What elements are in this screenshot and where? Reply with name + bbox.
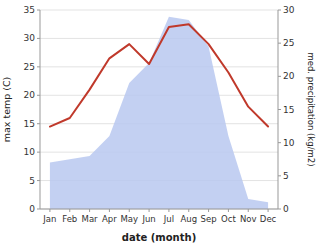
x-tick	[168, 209, 169, 212]
y2-tick	[278, 109, 281, 110]
x-tick-label: Feb	[62, 214, 77, 224]
x-tick	[248, 209, 249, 212]
grid	[40, 10, 278, 209]
y2-tick	[278, 209, 281, 210]
x-tick-label: Apr	[102, 214, 117, 224]
y-axis-line	[40, 10, 41, 209]
y-tick-label: 30	[24, 33, 36, 43]
y2-tick-label: 20	[283, 71, 295, 81]
y-tick	[37, 180, 40, 181]
chart-container: 0 5 10 15 20 25 30 35 0 5 10 15 20 25 30 Jan Feb MarAprMa…	[0, 0, 318, 247]
y-tick	[37, 209, 40, 210]
y-tick	[37, 66, 40, 67]
x-tick	[149, 209, 150, 212]
y2-tick-label: 5	[283, 171, 289, 181]
chart-svg: 0 5 10 15 20 25 30 35 0 5 10 15 20 25 30 Jan Feb MarAprMa…	[0, 0, 318, 247]
x-tick-label: Oct	[221, 214, 236, 224]
x-tick-label: Dec	[260, 214, 277, 224]
marks	[50, 17, 268, 209]
y-tick	[37, 38, 40, 39]
y2-axis-label: med. precipitation (kg/m2)	[306, 52, 316, 166]
x-tick	[208, 209, 209, 212]
y-tick-label: 20	[24, 90, 36, 100]
x-tick-label: May	[120, 214, 138, 224]
y2-tick-label: 10	[283, 138, 295, 148]
y2-tick	[278, 175, 281, 176]
y2-tick-label: 0	[283, 204, 289, 214]
x-tick	[228, 209, 229, 212]
y-tick-label: 25	[24, 62, 35, 72]
y-tick-label: 5	[29, 176, 35, 186]
x-tick-label: Mar	[82, 214, 99, 224]
y-tick	[37, 95, 40, 96]
x-tick-label: Jan	[42, 214, 56, 224]
x-tick-label: Aug	[180, 214, 197, 224]
y2-tick	[278, 76, 281, 77]
x-tick	[188, 209, 189, 212]
y2-tick	[278, 10, 281, 11]
y-tick-label: 10	[24, 147, 36, 157]
y2-tick	[278, 43, 281, 44]
x-tick	[129, 209, 130, 212]
precipitation-area	[50, 17, 268, 209]
y2-tick	[278, 142, 281, 143]
axes: 0 5 10 15 20 25 30 35 0 5 10 15 20 25 30 Jan Feb MarAprMa…	[24, 5, 295, 224]
temperature-line	[50, 24, 268, 126]
x-tick	[109, 209, 110, 212]
y2-tick-label: 25	[283, 38, 294, 48]
x-tick-label: Sep	[201, 214, 217, 224]
y-tick-label: 0	[29, 204, 35, 214]
x-tick-label: Jun	[141, 214, 155, 224]
y-tick	[37, 123, 40, 124]
y-tick-label: 35	[24, 5, 35, 15]
y2-tick-label: 15	[283, 105, 294, 115]
x-tick-label: Jul	[163, 214, 174, 224]
x-axis-line	[40, 209, 278, 210]
x-axis-label: date (month)	[122, 232, 196, 243]
y-tick-label: 15	[24, 119, 35, 129]
grid-line	[40, 10, 278, 11]
y-tick	[37, 10, 40, 11]
x-tick	[268, 209, 269, 212]
y-axis-label: max temp (C)	[1, 77, 12, 143]
y2-tick-label: 30	[283, 5, 295, 15]
grid-line	[40, 209, 278, 210]
grid-line	[40, 38, 278, 39]
y-tick	[37, 152, 40, 153]
x-tick	[69, 209, 70, 212]
x-tick	[89, 209, 90, 212]
x-tick	[49, 209, 50, 212]
x-tick-label: Nov	[240, 214, 257, 224]
